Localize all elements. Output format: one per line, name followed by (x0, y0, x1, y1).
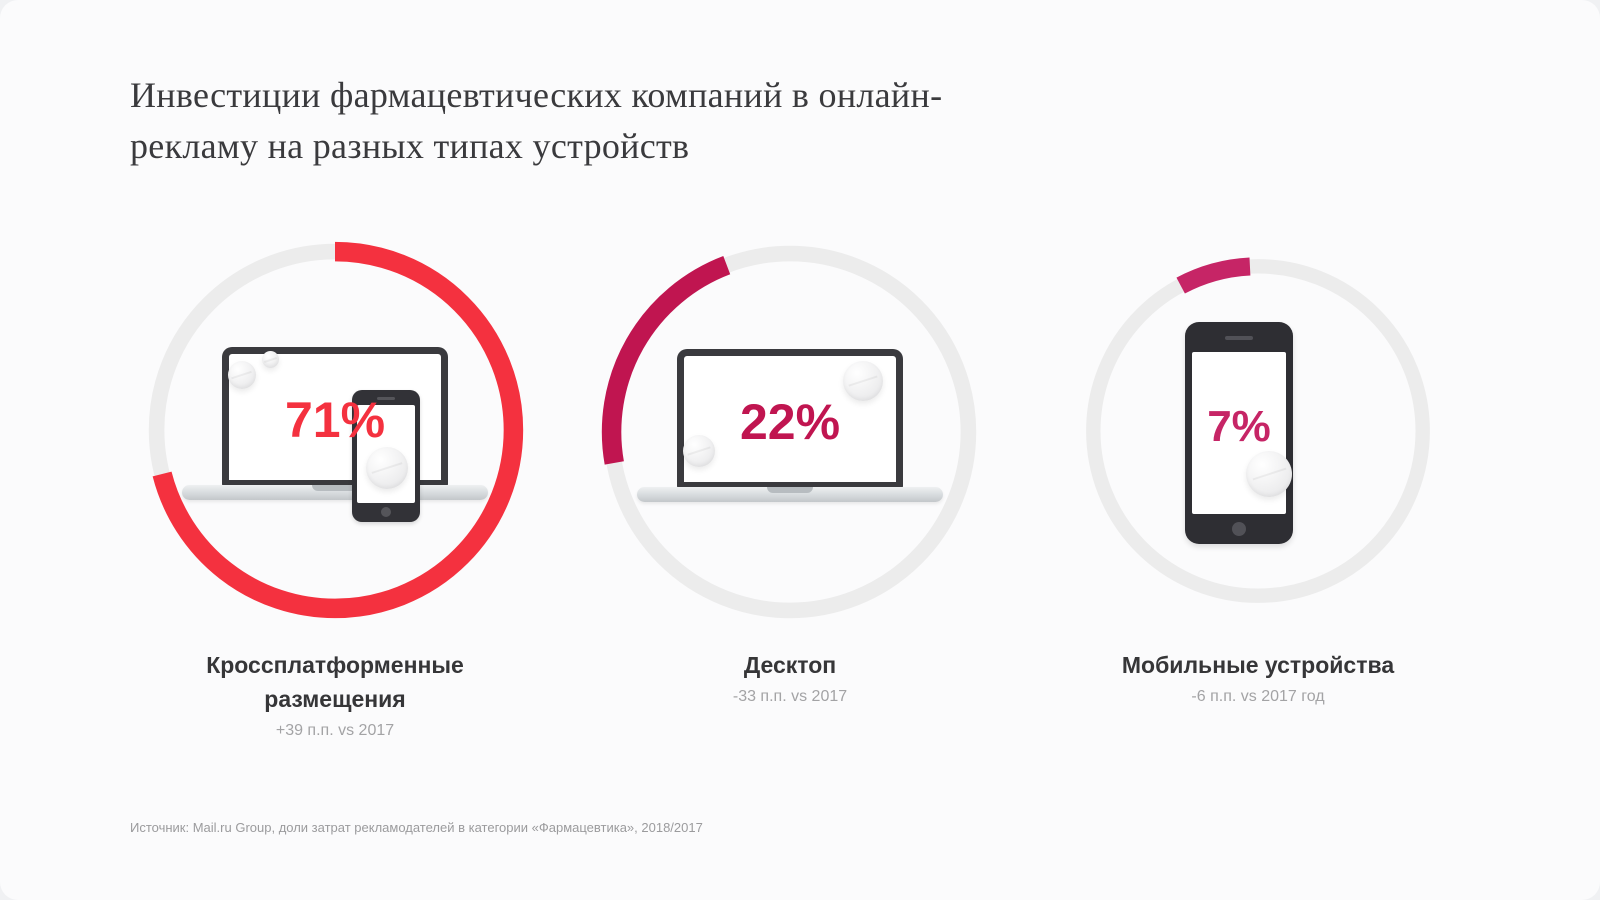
pill-icon (366, 447, 408, 489)
laptop-and-phone-illustration: 71% (140, 235, 530, 625)
category-label: Десктоп (743, 652, 837, 678)
source-note: Источник: Mail.ru Group, доли затрат рек… (130, 820, 703, 835)
ring-value-arc (601, 243, 979, 621)
caption-desktop: Десктоп -33 п.п. vs 2017 (590, 648, 990, 706)
smartphone-icon (1185, 322, 1293, 544)
caption-mobile: Мобильные устройства -6 п.п. vs 2017 год (1038, 648, 1478, 706)
pill-icon (1246, 451, 1292, 497)
caption-crossplatform: Кроссплатформенные размещения +39 п.п. v… (170, 648, 500, 740)
change-vs-2017: -33 п.п. vs 2017 (732, 688, 848, 705)
title-line-1: Инвестиции фармацевтических компаний в о… (130, 75, 943, 115)
laptop-base (182, 485, 488, 500)
donut-chart-desktop: 22% (595, 237, 985, 627)
pill-icon (683, 435, 715, 467)
donut-ring (1084, 257, 1432, 605)
donut-chart-crossplatform: 71% (140, 235, 530, 625)
change-vs-2017: +39 п.п. vs 2017 (275, 722, 395, 739)
pill-icon (843, 361, 883, 401)
percent-value: 22% (739, 394, 841, 450)
pill-icon (262, 351, 279, 368)
title-line-2: рекламу на разных типах устройств (130, 126, 690, 166)
donut-ring (601, 243, 979, 621)
percent-value: 71% (284, 392, 386, 448)
percent-value: 7% (1207, 402, 1271, 451)
laptop-illustration: 22% (595, 237, 985, 627)
ring-value-arc (146, 241, 524, 619)
donut-chart-mobile: 7% (1078, 251, 1438, 611)
smartphone-illustration: 7% (1078, 251, 1438, 611)
page-title: Инвестиции фармацевтических компаний в о… (130, 70, 942, 172)
donut-ring (146, 241, 524, 619)
category-label: Мобильные устройства (1121, 652, 1395, 678)
ring-track (1086, 259, 1430, 603)
laptop-base (637, 487, 943, 502)
category-label: Кроссплатформенные размещения (206, 652, 464, 712)
change-vs-2017: -6 п.п. vs 2017 год (1191, 688, 1325, 705)
pill-icon (228, 361, 256, 389)
